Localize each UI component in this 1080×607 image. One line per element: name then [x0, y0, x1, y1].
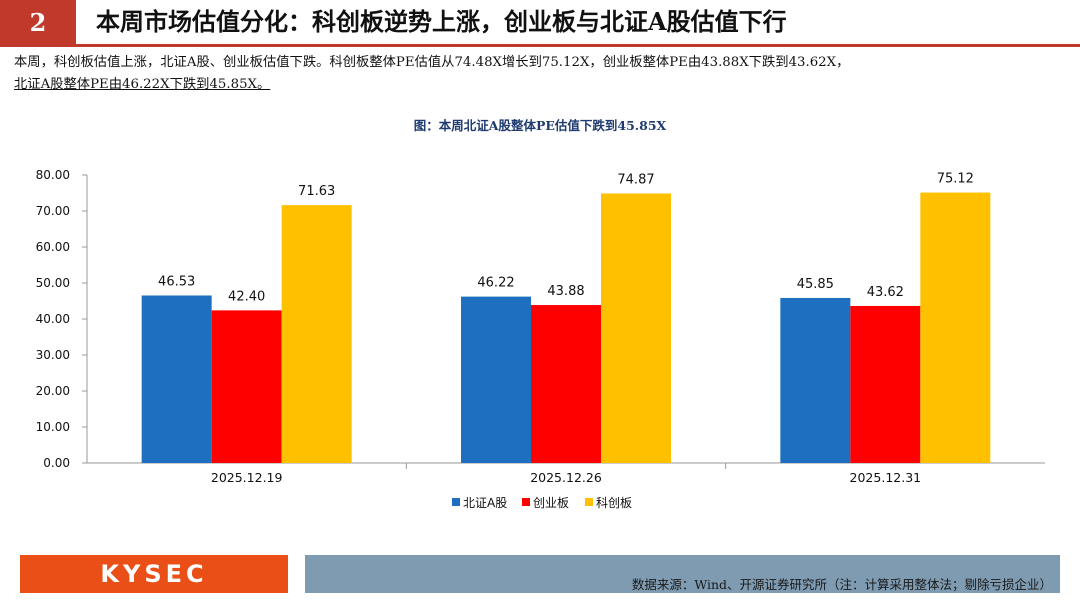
kysec-logo: KYSEC — [20, 555, 288, 593]
pe-bar-chart: 0.00 10.00 20.00 30.00 40.00 50.00 60.00 70.00 8… — [36, 168, 1045, 510]
bar-科创板-2025.12.31 — [920, 192, 991, 463]
y-tick-label: 10.00 — [36, 420, 70, 434]
data-label: 46.22 — [477, 276, 514, 291]
y-tick-label: 50.00 — [36, 276, 70, 290]
summary-line-2: 北证A股整体PE由46.22X下跌到45.85X。 — [14, 77, 271, 92]
data-label: 45.85 — [797, 277, 834, 292]
legend-entry: 科创板 — [596, 496, 632, 510]
legend-swatch-北证A股 — [452, 498, 460, 506]
page-title: 本周市场估值分化：科创板逆势上涨，创业板与北证A股估值下行 — [96, 7, 787, 36]
summary-text: 本周，科创板估值上涨，北证A股、创业板估值下跌。科创板整体PE估值从74.48X… — [14, 52, 1074, 96]
bar-创业板-2025.12.26 — [531, 305, 601, 463]
y-tick-label: 40.00 — [36, 312, 70, 326]
y-tick-label: 0.00 — [43, 456, 70, 470]
bar-北证A股-2025.12.26 — [461, 296, 531, 463]
section-number: 2 — [0, 0, 76, 44]
y-tick-label: 30.00 — [36, 348, 70, 362]
data-label: 46.53 — [158, 274, 195, 289]
footer-bar — [305, 555, 1060, 593]
bar-科创板-2025.12.19 — [281, 205, 352, 463]
legend-swatch-科创板 — [585, 498, 593, 506]
y-tick-label: 60.00 — [36, 240, 70, 254]
bar-创业板-2025.12.19 — [211, 310, 282, 463]
bar-北证A股-2025.12.19 — [141, 295, 212, 463]
data-source-note: 数据来源：Wind、开源证券研究所（注：计算采用整体法；剔除亏损企业） — [631, 577, 1052, 592]
legend-entry: 北证A股 — [463, 496, 507, 510]
bar-创业板-2025.12.31 — [850, 305, 921, 463]
summary-line-1: 本周，科创板估值上涨，北证A股、创业板估值下跌。科创板整体PE估值从74.48X… — [14, 55, 850, 70]
y-tick-label: 20.00 — [36, 384, 70, 398]
data-label: 43.88 — [547, 284, 584, 299]
legend-swatch-创业板 — [522, 498, 530, 506]
y-tick-label: 70.00 — [36, 204, 70, 218]
x-tick-label: 2025.12.26 — [530, 470, 602, 485]
data-label: 42.40 — [228, 289, 265, 304]
data-label: 43.62 — [867, 285, 904, 300]
data-label: 71.63 — [298, 184, 335, 199]
data-label: 75.12 — [937, 172, 974, 187]
x-tick-label: 2025.12.31 — [850, 470, 922, 485]
bar-科创板-2025.12.26 — [601, 193, 671, 463]
bar-北证A股-2025.12.31 — [780, 297, 851, 463]
header-divider — [0, 44, 1080, 47]
data-label: 74.87 — [617, 172, 654, 187]
chart-title: 图：本周北证A股整体PE估值下跌到45.85X — [413, 118, 667, 133]
legend-entry: 创业板 — [533, 496, 569, 510]
x-tick-label: 2025.12.19 — [211, 470, 283, 485]
y-tick-label: 80.00 — [36, 168, 70, 182]
